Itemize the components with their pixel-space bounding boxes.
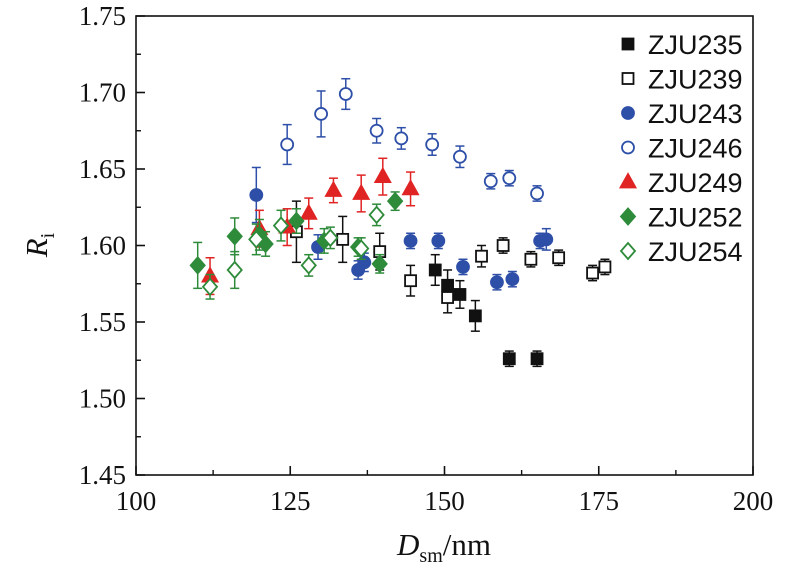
x-tick-label: 175 (579, 486, 620, 516)
legend-item-zju252: ZJU252 (619, 203, 743, 233)
series-zju235 (428, 253, 544, 368)
y-tick-label: 1.70 (79, 78, 126, 108)
data-point-zju254 (368, 205, 385, 225)
data-point-zju252 (288, 211, 305, 231)
legend-item-zju235: ZJU235 (621, 30, 743, 60)
legend-label: ZJU239 (648, 65, 743, 95)
data-point-zju246 (338, 87, 353, 101)
legend-item-zju243: ZJU243 (621, 99, 743, 129)
data-point-zju243 (490, 275, 504, 290)
data-point-zju254 (272, 216, 290, 235)
data-point-zju249 (373, 166, 392, 184)
data-point-zju239 (598, 260, 612, 274)
x-axis-title: Dsm/nm (396, 527, 491, 567)
data-point-zju235 (502, 352, 516, 366)
data-point-zju243 (456, 260, 470, 274)
x-axis-title-sub: sm (419, 545, 443, 567)
data-point-zju249 (352, 183, 371, 200)
series-zju239 (290, 200, 612, 314)
y-tick-label: 1.50 (79, 384, 126, 414)
legend-label: ZJU249 (648, 168, 743, 198)
data-point-zju246 (483, 174, 498, 189)
legend-item-zju246: ZJU246 (621, 134, 743, 164)
data-point-zju246 (425, 137, 440, 152)
data-point-zju243 (357, 255, 372, 270)
data-point-zju239 (496, 239, 510, 252)
data-point-zju243 (403, 234, 418, 248)
data-point-zju235 (530, 352, 544, 366)
data-point-zju246 (394, 131, 409, 146)
legend-marker-zju252 (619, 207, 637, 226)
data-point-zju243 (249, 188, 264, 202)
data-point-zju235 (468, 309, 482, 323)
y-axis-title-sub: i (37, 232, 59, 238)
legend-marker-zju246 (621, 140, 635, 155)
legend-item-zju239: ZJU239 (621, 65, 743, 95)
data-point-zju254 (300, 256, 317, 275)
y-tick-label: 1.60 (79, 231, 126, 261)
data-point-zju239 (441, 291, 454, 304)
data-point-zju239 (524, 252, 538, 266)
data-point-zju254 (248, 230, 265, 249)
legend-label: ZJU252 (648, 203, 743, 233)
data-point-zju246 (280, 137, 295, 152)
data-point-zju246 (530, 186, 544, 201)
legend-marker-zju239 (621, 72, 635, 85)
data-point-zju239 (586, 266, 599, 280)
data-point-zju235 (453, 288, 467, 301)
legend-marker-zju243 (621, 106, 635, 120)
data-point-zju254 (201, 277, 219, 297)
legend-item-zju254: ZJU254 (619, 237, 743, 267)
y-tick-label: 1.45 (79, 460, 126, 490)
series-zju243 (249, 166, 554, 291)
series-zju246 (280, 77, 544, 202)
x-axis-title-main: D (396, 527, 419, 562)
legend-marker-zju254 (619, 241, 637, 261)
data-point-zju246 (502, 171, 517, 186)
y-tick-label: 1.75 (79, 1, 126, 31)
data-point-zju254 (226, 260, 243, 280)
data-point-zju252 (386, 191, 404, 211)
data-point-zju239 (404, 274, 417, 288)
legend: ZJU235 ZJU239 ZJU243 ZJU246 ZJU249 ZJU252 ZJU2… (618, 30, 743, 267)
legend-marker-zju249 (618, 172, 638, 189)
x-axis-title-unit: /nm (443, 527, 491, 562)
data-point-zju249 (299, 203, 318, 220)
data-point-zju249 (324, 180, 343, 197)
data-point-zju252 (371, 254, 388, 274)
series-zju254 (201, 203, 385, 300)
data-point-zju235 (428, 263, 442, 277)
x-tick-label: 200 (733, 486, 774, 516)
data-point-zju249 (401, 179, 420, 196)
y-axis-title: Ri (19, 232, 59, 258)
y-tick-label: 1.55 (79, 307, 126, 337)
x-tick-label: 100 (116, 486, 157, 516)
data-point-zju254 (322, 228, 339, 248)
legend-label: ZJU243 (648, 99, 743, 129)
data-point-zju252 (226, 226, 243, 246)
data-point-zju243 (539, 232, 554, 247)
legend-label: ZJU235 (648, 30, 743, 60)
plot-area (189, 77, 612, 368)
data-point-zju246 (453, 149, 467, 164)
data-point-zju243 (431, 234, 446, 248)
y-axis-title-main: R (19, 238, 54, 258)
data-point-zju239 (475, 249, 488, 263)
data-point-zju243 (505, 272, 520, 287)
legend-item-zju249: ZJU249 (618, 168, 743, 198)
data-point-zju254 (353, 239, 370, 258)
data-point-zju239 (336, 232, 350, 246)
axis-ticks: 100 125 150 175 200 1.45 1.50 1.55 1.60 1.65 1.70 1… (79, 1, 774, 516)
data-point-zju252 (189, 256, 206, 275)
legend-marker-zju235 (621, 37, 635, 51)
data-point-zju239 (552, 251, 566, 265)
legend-label: ZJU254 (648, 237, 743, 267)
data-point-zju246 (369, 123, 384, 138)
y-tick-label: 1.65 (79, 154, 126, 184)
data-point-zju246 (314, 107, 329, 121)
legend-label: ZJU246 (648, 134, 743, 164)
x-tick-label: 125 (270, 486, 311, 516)
x-tick-label: 150 (424, 486, 465, 516)
